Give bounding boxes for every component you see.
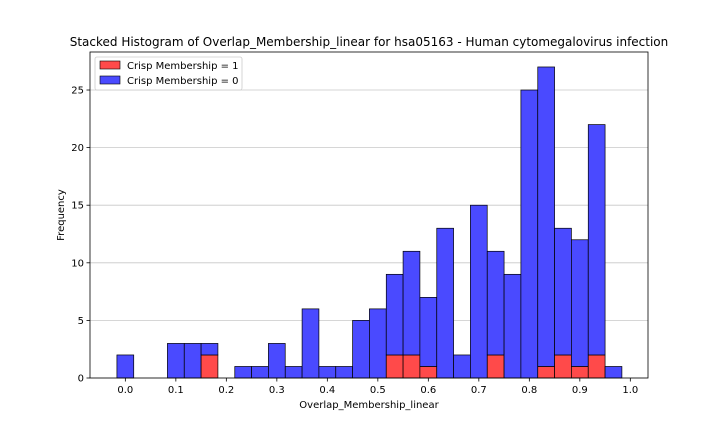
bar-crisp-0 <box>251 366 269 379</box>
bar-crisp-0 <box>554 227 572 356</box>
legend-box <box>94 56 243 91</box>
legend-swatch-crisp-0 <box>99 75 121 85</box>
x-tick-label: 0.0 <box>117 385 133 396</box>
bar-crisp-0 <box>167 343 185 379</box>
y-tick-label: 5 <box>78 316 84 327</box>
bar-crisp-0 <box>234 366 252 379</box>
bar-crisp-1 <box>385 354 404 379</box>
bar-crisp-0 <box>486 250 505 356</box>
y-tick-label: 25 <box>71 86 84 97</box>
bar-crisp-0 <box>318 366 337 379</box>
bar-crisp-1 <box>419 366 438 379</box>
x-tick-label: 0.2 <box>218 385 234 396</box>
bar-crisp-0 <box>470 204 488 379</box>
legend-label-crisp-1: Crisp Membership = 1 <box>127 61 239 72</box>
bar-crisp-0 <box>352 320 370 379</box>
legend-label-crisp-0: Crisp Membership = 0 <box>127 76 239 87</box>
x-tick-label: 0.4 <box>319 385 335 396</box>
x-tick-label: 0.6 <box>420 385 436 396</box>
x-tick-label: 0.1 <box>168 385 184 396</box>
bar-crisp-0 <box>537 66 555 367</box>
bar-crisp-1 <box>486 354 505 379</box>
chart-title: Stacked Histogram of Overlap_Membership_… <box>70 35 669 49</box>
x-tick-label: 1.0 <box>622 385 638 396</box>
bar-crisp-0 <box>587 124 606 356</box>
y-tick-label: 15 <box>71 201 84 212</box>
bar-crisp-0 <box>268 343 286 379</box>
bar-crisp-1 <box>587 354 606 379</box>
bar-crisp-0 <box>453 354 471 379</box>
bar-crisp-0 <box>436 227 454 379</box>
x-tick-label: 0.9 <box>572 385 588 396</box>
plot-area <box>89 51 649 379</box>
bars <box>116 66 623 379</box>
legend-swatch-crisp-1 <box>99 60 121 70</box>
x-axis-label: Overlap_Membership_linear <box>299 400 439 411</box>
y-tick-label: 20 <box>71 143 84 154</box>
y-tick-label: 0 <box>78 374 84 385</box>
bar-crisp-0 <box>200 343 219 356</box>
bar-crisp-0 <box>335 366 353 379</box>
bar-crisp-1 <box>200 354 219 379</box>
bar-crisp-0 <box>284 366 303 379</box>
bar-crisp-0 <box>116 354 135 379</box>
bar-crisp-1 <box>537 366 555 379</box>
y-axis-ticks: 0 5 10 15 20 25 <box>71 86 90 385</box>
bar-crisp-0 <box>183 343 202 379</box>
x-tick-label: 0.5 <box>370 385 386 396</box>
bar-crisp-0 <box>369 308 387 379</box>
x-axis-ticks: 0.0 0.1 0.2 0.3 0.4 0.5 0.6 0.7 0.8 0.9 1.0 <box>117 378 638 396</box>
bar-crisp-0 <box>419 297 438 367</box>
bar-crisp-0 <box>402 250 421 356</box>
bar-crisp-0 <box>301 308 320 379</box>
bar-crisp-1 <box>402 354 421 379</box>
y-axis-label: Frequency <box>56 189 67 241</box>
x-tick-label: 0.7 <box>471 385 487 396</box>
bar-crisp-1 <box>571 366 589 379</box>
legend: Crisp Membership = 1 Crisp Membership = … <box>94 56 243 91</box>
bar-crisp-0 <box>385 273 404 356</box>
bar-crisp-0 <box>571 239 589 367</box>
bar-crisp-1 <box>554 354 572 379</box>
x-tick-label: 0.8 <box>521 385 537 396</box>
y-tick-label: 10 <box>71 258 84 269</box>
bar-crisp-0 <box>520 89 539 379</box>
bar-crisp-0 <box>503 273 522 379</box>
x-tick-label: 0.3 <box>269 385 285 396</box>
bar-crisp-0 <box>604 366 623 379</box>
